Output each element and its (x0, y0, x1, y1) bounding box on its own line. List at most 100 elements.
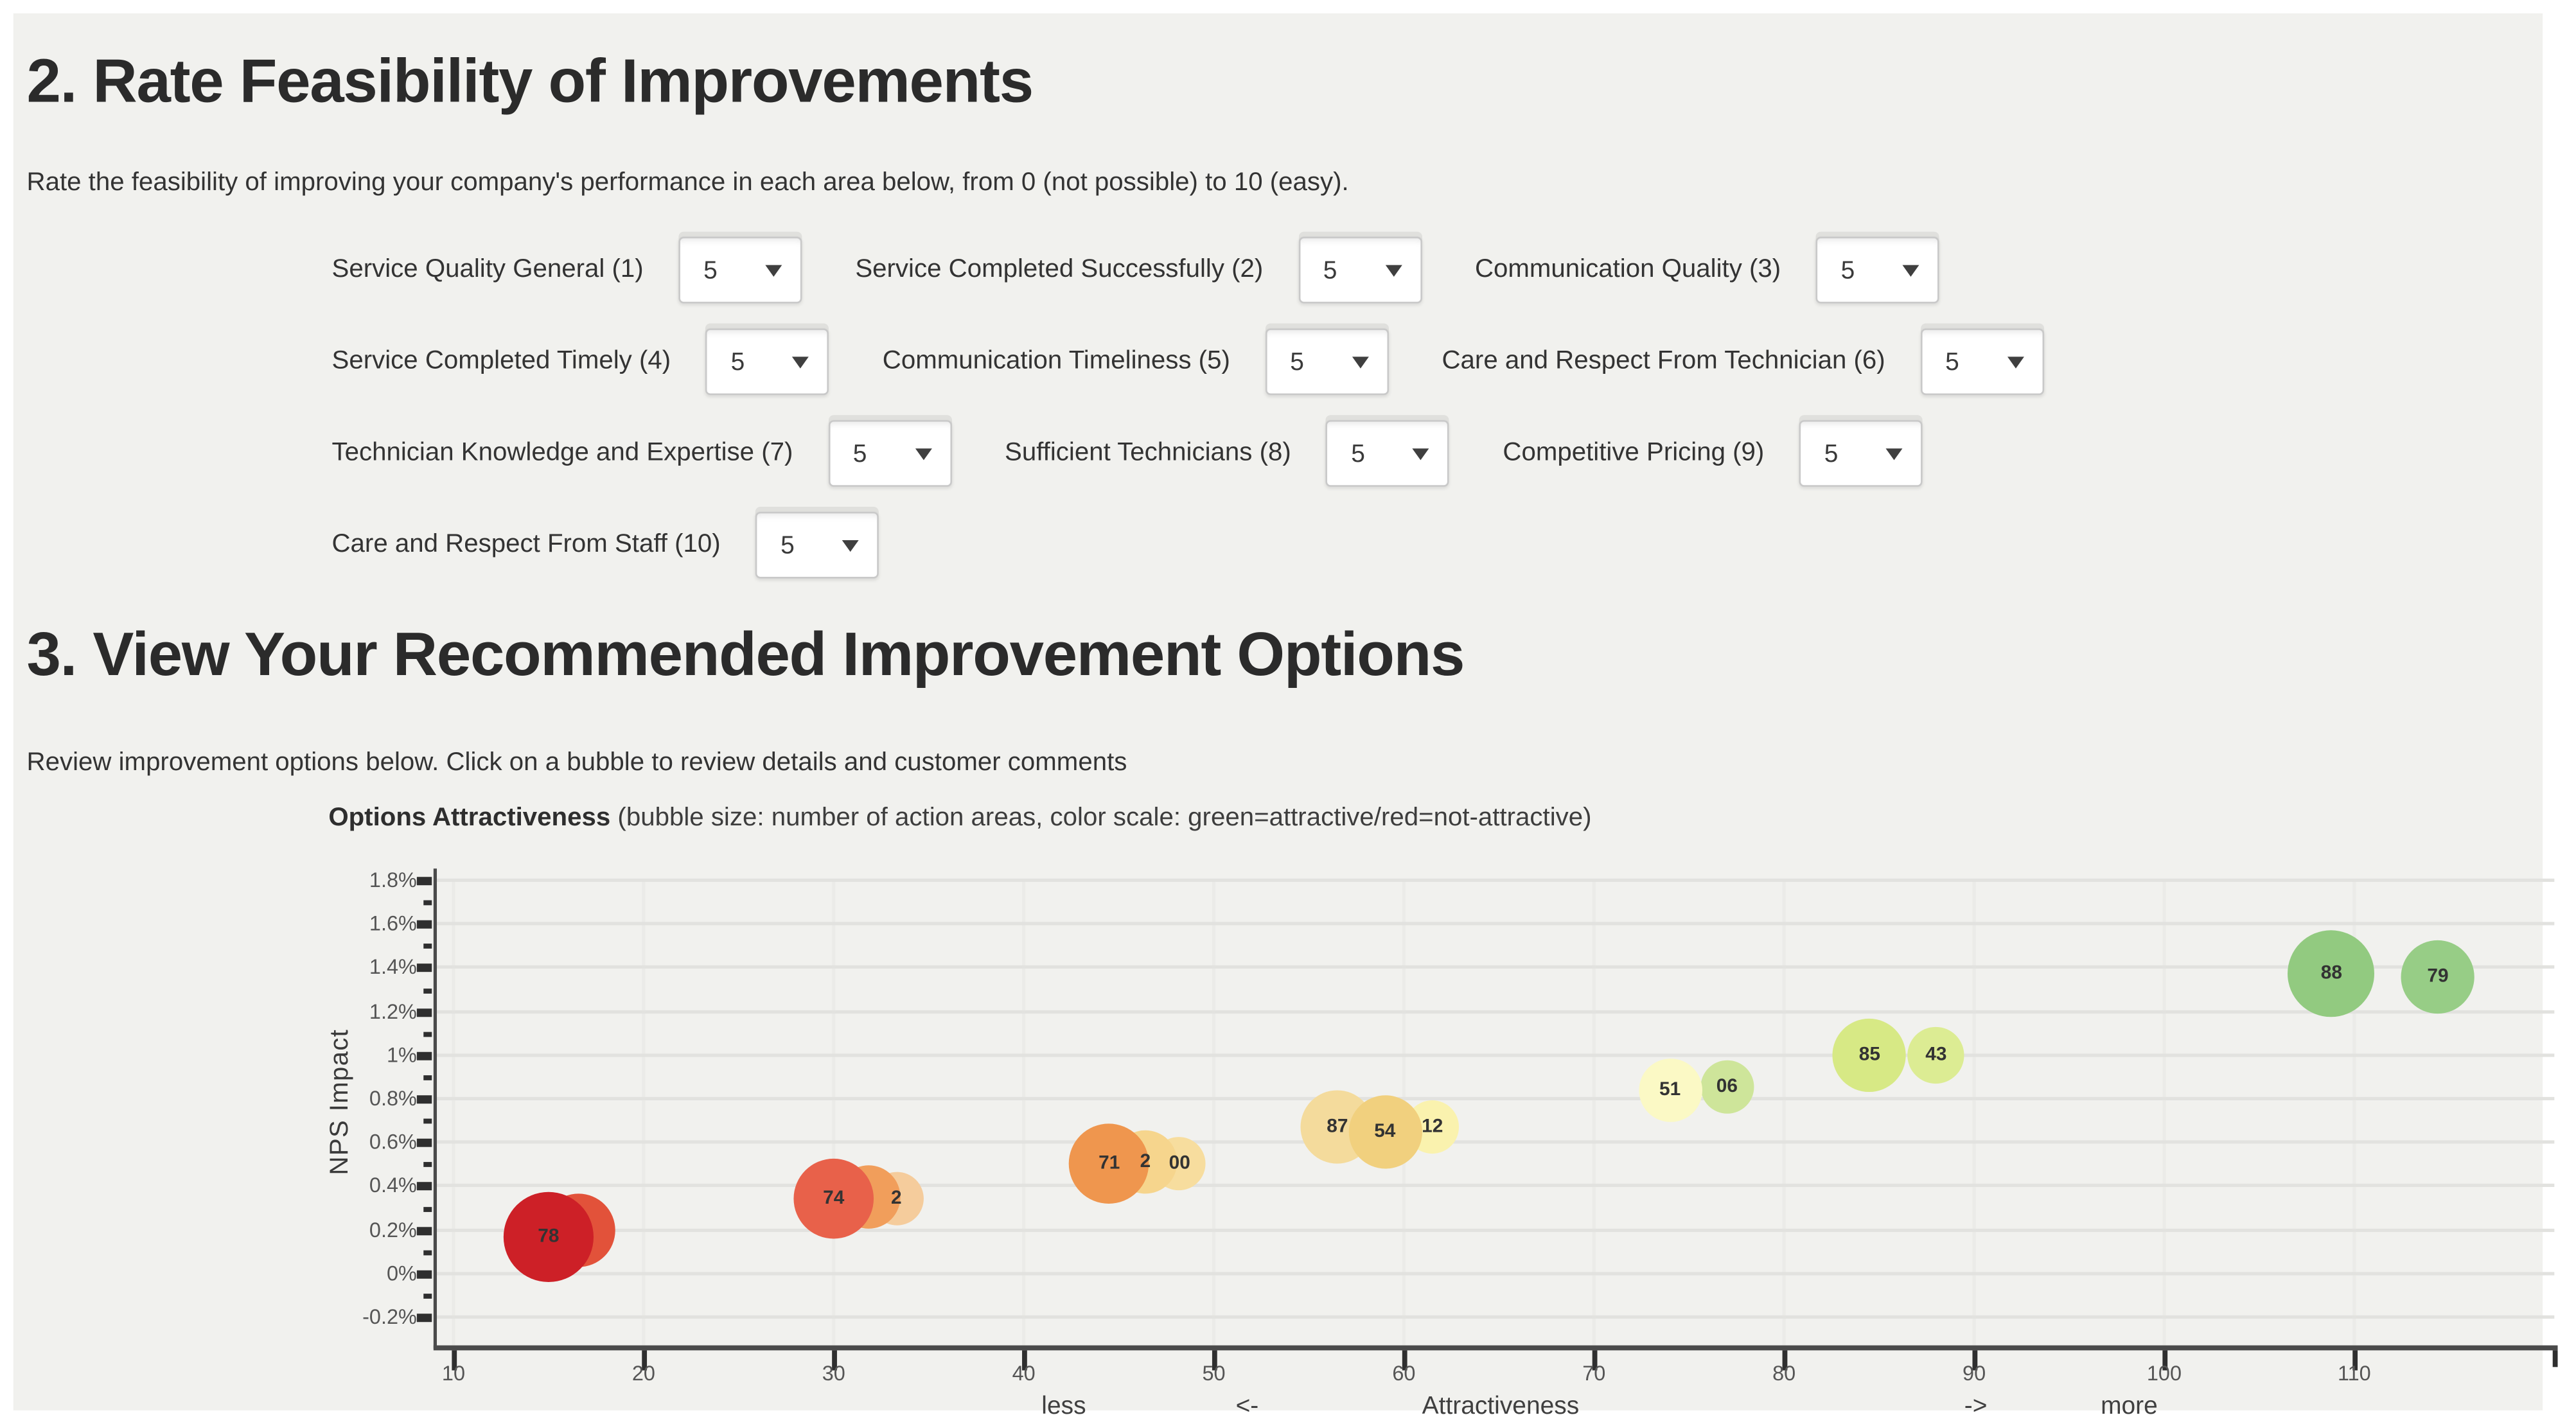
x-tick-label: 50 (1202, 1362, 1226, 1385)
x-tick-mark (1402, 1350, 1407, 1371)
feasibility-select-3[interactable]: 5 (1815, 236, 1939, 304)
feasibility-select-5[interactable]: 5 (1265, 328, 1389, 396)
feasibility-label-5: Communication Timeliness (5) (882, 346, 1230, 375)
y-tick-label: 0.4% (369, 1174, 417, 1198)
section2-description: Rate the feasibility of improving your c… (26, 168, 1349, 197)
feasibility-select-9[interactable]: 5 (1799, 420, 1923, 487)
chart-bubble-88[interactable] (2288, 931, 2375, 1018)
feasibility-row: Care and Respect From Staff (10) 5 (332, 509, 879, 582)
feasibility-label-7: Technician Knowledge and Expertise (7) (331, 438, 793, 467)
gridline-vertical (2162, 880, 2166, 1346)
gridline-horizontal (437, 1184, 2555, 1188)
y-tick-label: 1.2% (369, 999, 417, 1023)
feasibility-select-8[interactable]: 5 (1326, 420, 1450, 487)
dropdown-arrow-icon (842, 539, 860, 551)
feasibility-item: Technician Knowledge and Expertise (7) 5 (332, 420, 951, 487)
x-tick-mark (1212, 1350, 1217, 1371)
chart-bubble-74[interactable] (793, 1159, 874, 1240)
gridline-vertical (452, 880, 455, 1346)
feasibility-label-8: Sufficient Technicians (8) (1004, 438, 1291, 467)
feasibility-select-value-7: 5 (852, 439, 867, 468)
x-tick-label: 40 (1012, 1362, 1036, 1385)
feasibility-select-value-5: 5 (1290, 347, 1304, 376)
y-tick-label: 0.6% (369, 1130, 417, 1154)
x-tick-mark (2162, 1350, 2168, 1371)
gridline-vertical (1592, 880, 1596, 1346)
y-tick-mark (416, 1182, 432, 1191)
feasibility-select-6[interactable]: 5 (1920, 328, 2044, 396)
x-axis-sublabel-2: <- (1235, 1392, 1259, 1421)
feasibility-select-10[interactable]: 5 (755, 511, 879, 579)
chart-title: Options Attractiveness (bubble size: num… (328, 804, 1591, 834)
feasibility-select-value-8: 5 (1351, 439, 1365, 468)
dropdown-arrow-icon (792, 356, 809, 368)
x-axis-sublabel-5: more (2101, 1392, 2158, 1421)
chart-bubble-54[interactable] (1348, 1094, 1422, 1168)
x-axis-sublabel-4: -> (1964, 1392, 1988, 1421)
x-axis-line (433, 1345, 2558, 1351)
feasibility-item: Care and Respect From Technician (6) 5 (1442, 328, 2044, 396)
x-tick-mark (1592, 1350, 1598, 1371)
feasibility-select-2[interactable]: 5 (1298, 236, 1422, 304)
y-minor-tick-mark (423, 1162, 432, 1168)
y-tick-mark (416, 1139, 432, 1148)
x-tick-mark (1972, 1350, 1978, 1371)
dropdown-arrow-icon (1384, 264, 1402, 276)
gridline-vertical (642, 880, 646, 1346)
chart-bubble-06[interactable] (1700, 1060, 1754, 1114)
y-tick-label: 1.4% (369, 956, 417, 980)
feasibility-label-1: Service Quality General (1) (331, 255, 644, 284)
y-minor-tick-mark (423, 1293, 432, 1299)
feasibility-select-4[interactable]: 5 (705, 328, 829, 396)
chart-title-subtitle: (bubble size: number of action areas, co… (617, 804, 1592, 832)
feasibility-label-6: Care and Respect From Technician (6) (1442, 346, 1885, 375)
feasibility-label-3: Communication Quality (3) (1474, 255, 1781, 284)
y-minor-tick-mark (423, 900, 432, 906)
y-minor-tick-mark (423, 944, 432, 949)
x-tick-label: 80 (1772, 1362, 1796, 1385)
feasibility-select-value-2: 5 (1323, 256, 1337, 285)
y-minor-tick-mark (423, 1118, 432, 1124)
y-tick-label: 0.2% (369, 1218, 417, 1242)
feasibility-item: Competitive Pricing (9) 5 (1503, 420, 1923, 487)
y-tick-label: -0.2% (362, 1305, 417, 1329)
gridline-horizontal (437, 1009, 2555, 1014)
chart-bubble-51[interactable] (1638, 1058, 1702, 1122)
x-tick-label: 110 (2337, 1362, 2371, 1385)
feasibility-select-value-1: 5 (703, 256, 718, 285)
dropdown-arrow-icon (765, 264, 782, 276)
x-tick-mark (642, 1350, 648, 1371)
feasibility-select-value-9: 5 (1824, 439, 1839, 468)
y-tick-label: 1% (386, 1043, 417, 1067)
y-minor-tick-mark (423, 1075, 432, 1080)
chart-bubble-71[interactable] (1069, 1124, 1150, 1204)
x-axis-end-tick (2552, 1350, 2558, 1367)
y-minor-tick-mark (423, 987, 432, 993)
x-tick-mark (2352, 1350, 2358, 1371)
feasibility-item: Care and Respect From Staff (10) 5 (332, 511, 879, 579)
y-tick-mark (416, 1008, 432, 1017)
y-tick-mark (416, 1270, 432, 1279)
feasibility-item: Service Completed Timely (4) 5 (332, 328, 829, 396)
gridline-vertical (832, 880, 836, 1346)
x-axis-sublabel-3: Attractiveness (1422, 1392, 1580, 1421)
dropdown-arrow-icon (1885, 447, 1903, 460)
feasibility-select-1[interactable]: 5 (678, 236, 802, 304)
y-tick-label: 0.8% (369, 1087, 417, 1111)
chart-bubble-85[interactable] (1833, 1018, 1907, 1092)
feasibility-select-7[interactable]: 5 (827, 420, 951, 487)
y-tick-mark (416, 1051, 432, 1060)
x-tick-label: 60 (1392, 1362, 1416, 1385)
chart-bubble-79[interactable] (2401, 939, 2475, 1014)
y-tick-mark (416, 1095, 432, 1104)
gridline-vertical (1022, 880, 1026, 1346)
y-minor-tick-mark (423, 1031, 432, 1037)
chart-bubble-78[interactable] (503, 1191, 594, 1281)
gridline-vertical (1212, 880, 1216, 1346)
feasibility-select-value-3: 5 (1840, 256, 1855, 285)
x-tick-mark (452, 1350, 457, 1371)
gridline-horizontal (437, 878, 2555, 883)
chart-bubble-43[interactable] (1907, 1026, 1964, 1084)
section2-heading: 2. Rate Feasibility of Improvements (26, 46, 1034, 116)
x-tick-label: 100 (2146, 1362, 2182, 1385)
